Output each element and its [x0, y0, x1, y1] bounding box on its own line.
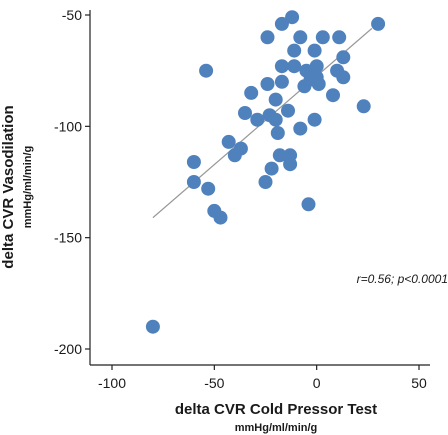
data-point	[268, 112, 283, 127]
data-point	[145, 319, 160, 334]
y-axis-ticks: -50 -100 -150 -200	[54, 7, 90, 357]
data-point	[268, 92, 283, 107]
data-point	[264, 161, 279, 176]
data-point	[201, 181, 216, 196]
data-point	[287, 59, 302, 74]
data-point	[274, 16, 289, 31]
data-point	[293, 121, 308, 136]
data-point	[244, 85, 259, 100]
data-point	[315, 30, 330, 45]
y-tick-label: -50	[62, 7, 82, 23]
data-point	[233, 141, 248, 156]
x-tick-label: -100	[98, 375, 126, 391]
data-point	[274, 59, 289, 74]
data-point	[250, 112, 265, 127]
data-point	[336, 70, 351, 85]
x-axis-unit: mmHg/ml/min/g	[235, 422, 318, 434]
data-point	[371, 16, 386, 31]
correlation-annotation: r=0.56; p<0.0001	[357, 272, 448, 286]
data-point	[326, 88, 340, 103]
y-tick-label: -100	[54, 118, 82, 134]
data-point	[258, 175, 273, 189]
data-point	[281, 103, 295, 118]
data-point	[309, 59, 324, 74]
data-point	[221, 134, 236, 149]
y-axis-unit: mmHg/ml/min/g	[22, 146, 34, 229]
data-point	[356, 99, 371, 114]
data-point	[213, 210, 228, 225]
data-point	[238, 106, 252, 120]
data-point	[285, 10, 300, 25]
data-point	[301, 197, 316, 212]
data-point	[336, 50, 351, 65]
x-tick-label: 50	[411, 375, 427, 391]
data-point	[199, 63, 214, 78]
data-point	[260, 77, 275, 91]
data-point	[186, 155, 201, 169]
data-point	[186, 175, 201, 189]
y-tick-label: -150	[54, 230, 82, 246]
data-points	[145, 10, 386, 334]
x-tick-label: 0	[313, 375, 321, 391]
data-point	[274, 74, 289, 89]
plot-area	[145, 10, 386, 334]
data-point	[287, 43, 302, 58]
data-point	[270, 126, 285, 140]
data-point	[307, 43, 322, 58]
data-point	[332, 30, 347, 45]
y-axis-title: delta CVR Vasodilation	[0, 105, 17, 268]
data-point	[283, 157, 298, 172]
data-point	[260, 30, 275, 45]
data-point	[272, 148, 287, 163]
x-axis-title: delta CVR Cold Pressor Test	[175, 401, 377, 418]
y-tick-label: -200	[54, 341, 82, 357]
data-point	[293, 30, 308, 45]
x-axis-ticks: -100 -50 0 50	[98, 365, 427, 391]
x-tick-label: -50	[204, 375, 224, 391]
data-point	[307, 112, 322, 127]
data-point	[311, 77, 326, 91]
